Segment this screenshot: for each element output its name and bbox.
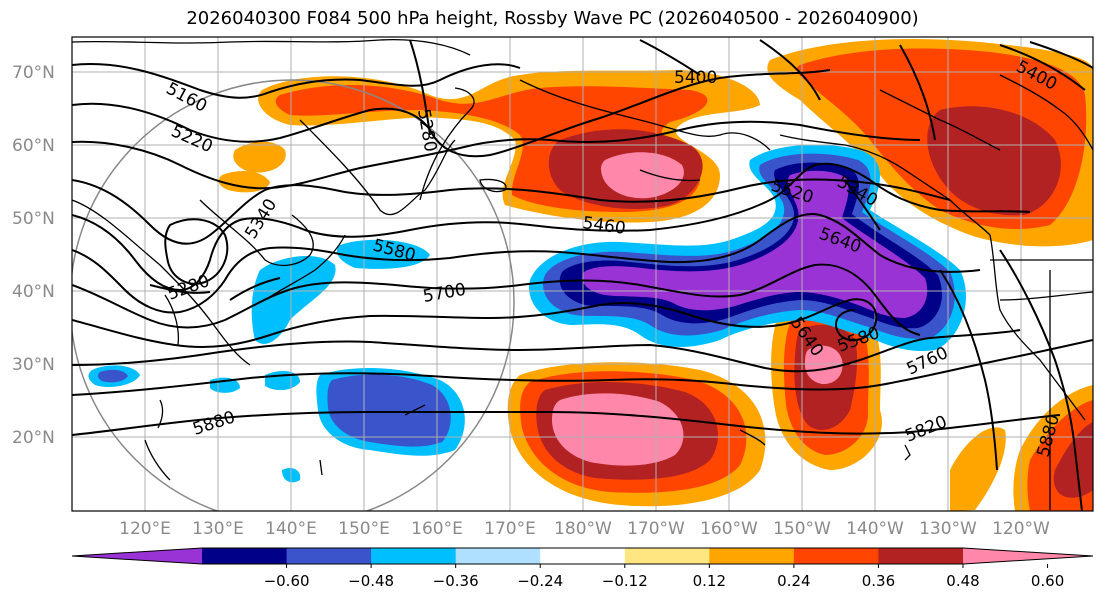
lon-label: 160°E — [411, 519, 463, 539]
map-frame — [71, 36, 1094, 512]
lat-label: 50°N — [12, 209, 55, 229]
colorbar-tick-label: 0.60 — [1031, 572, 1064, 590]
lon-label: 140°E — [265, 519, 317, 539]
lon-label: 140°W — [846, 519, 904, 539]
colorbar-swatch — [202, 548, 288, 564]
lon-label: 170°E — [484, 519, 536, 539]
colorbar-extend-low — [72, 548, 202, 564]
colorbar-swatch — [286, 548, 372, 564]
colorbar-swatch — [624, 548, 710, 564]
colorbar-swatch — [455, 548, 541, 564]
colorbar-tick-label: 0.36 — [862, 572, 895, 590]
latitude-labels: 70°N 60°N 50°N 40°N 30°N 20°N — [12, 63, 55, 448]
lon-label: 130°E — [192, 519, 244, 539]
colorbar-extend-high — [963, 548, 1093, 564]
colorbar-swatch — [540, 548, 626, 564]
colorbar-tick-label: −0.24 — [517, 572, 563, 590]
lat-label: 70°N — [12, 63, 55, 83]
contour-label: 5400 — [674, 68, 717, 88]
height-contours — [72, 39, 1093, 511]
map-plot-area: 5160 5220 5280 5340 5280 5400 5400 5460 … — [72, 37, 1093, 511]
colorbar-swatch — [709, 548, 795, 564]
lon-label: 130°W — [919, 519, 977, 539]
graticule — [72, 37, 1093, 511]
colorbar-tick-label: 0.48 — [946, 572, 979, 590]
longitude-labels: 120°E 130°E 140°E 150°E 160°E 170°E 180°… — [119, 519, 1050, 539]
colorbar-tick-label: −0.60 — [264, 572, 310, 590]
colorbar-swatch — [371, 548, 457, 564]
lat-label: 40°N — [12, 282, 55, 302]
lon-label: 180°W — [554, 519, 612, 539]
colorbar-tick-label: −0.12 — [602, 572, 648, 590]
colorbar: −0.60 −0.48 −0.36 −0.24 −0.12 0.12 0.24 0.36 0.4… — [71, 547, 1094, 590]
colorbar-tick-label: −0.48 — [348, 572, 394, 590]
lon-label: 150°E — [338, 519, 390, 539]
coastlines — [72, 39, 1093, 510]
lon-label: 120°W — [992, 519, 1050, 539]
colorbar-swatch — [878, 548, 964, 564]
lon-label: 120°E — [119, 519, 171, 539]
lat-label: 20°N — [12, 428, 55, 448]
colorbar-tick-label: 0.24 — [777, 572, 810, 590]
map-title: 2026040300 F084 500 hPa height, Rossby W… — [186, 8, 919, 29]
colorbar-swatch — [793, 548, 879, 564]
colorbar-tick-label: −0.36 — [433, 572, 479, 590]
colorbar-tick-label: 0.12 — [693, 572, 726, 590]
reference-circle — [72, 79, 515, 511]
lon-label: 160°W — [700, 519, 758, 539]
colorbar-outline — [71, 547, 1094, 565]
positive-anomaly-fills — [218, 39, 1093, 511]
lat-label: 60°N — [12, 136, 55, 156]
lon-label: 170°W — [627, 519, 685, 539]
lat-label: 30°N — [12, 355, 55, 375]
lon-label: 150°W — [773, 519, 831, 539]
